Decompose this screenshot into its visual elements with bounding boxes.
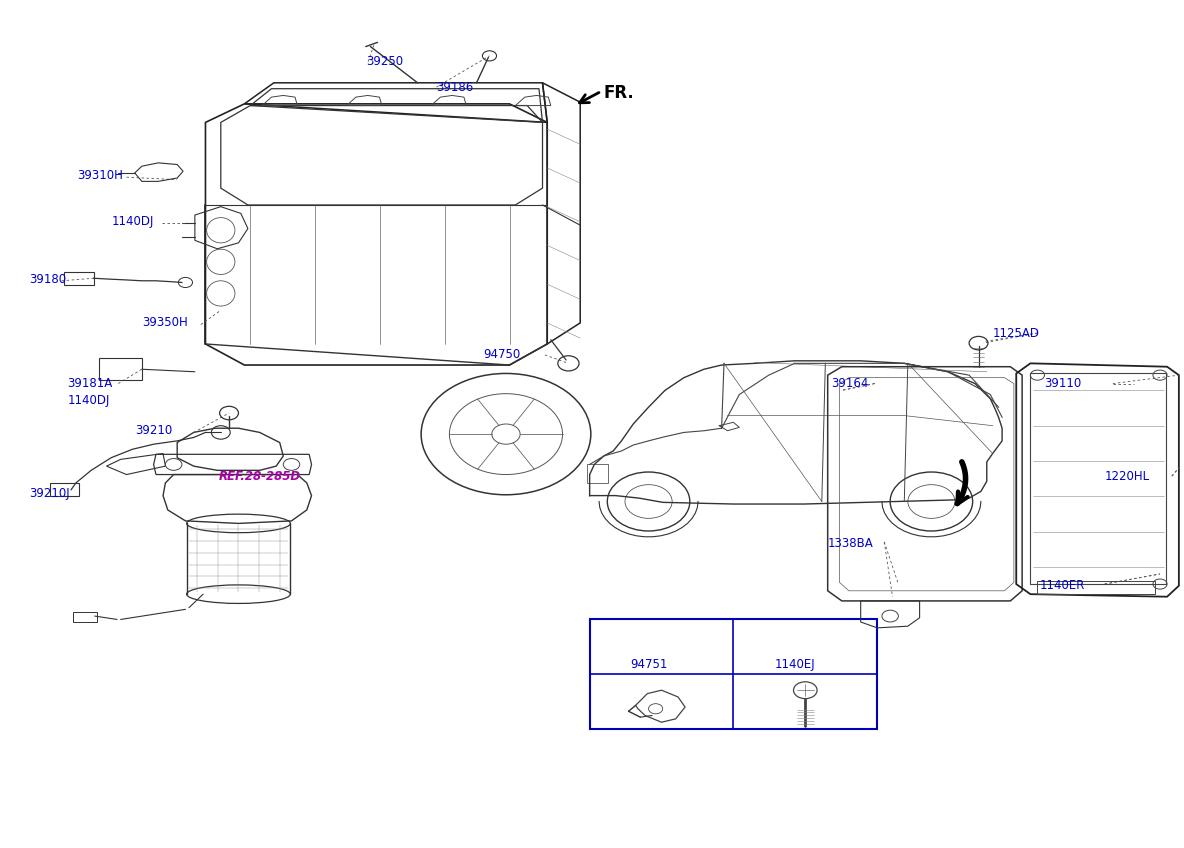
Text: FR.: FR. (604, 84, 635, 102)
Text: 94751: 94751 (630, 657, 668, 671)
Text: 1140EJ: 1140EJ (774, 657, 815, 671)
Text: REF.28-285D: REF.28-285D (218, 470, 301, 483)
Bar (590, 619, 877, 729)
Text: 1125AD: 1125AD (992, 326, 1040, 339)
Text: 39110: 39110 (1044, 377, 1082, 390)
Text: 39180: 39180 (28, 272, 66, 286)
Text: 39181A: 39181A (67, 377, 112, 390)
Text: 1140ER: 1140ER (1040, 579, 1086, 592)
Text: 39164: 39164 (831, 377, 869, 390)
Bar (64, 271, 94, 285)
Bar (587, 465, 609, 483)
Bar (73, 612, 97, 622)
Text: 39210J: 39210J (28, 487, 70, 499)
Text: 1220HL: 1220HL (1105, 470, 1150, 483)
Text: 39350H: 39350H (142, 316, 187, 329)
Text: 94750: 94750 (483, 349, 521, 361)
Bar (1037, 581, 1156, 594)
Text: 39310H: 39310H (77, 169, 123, 182)
Bar (99, 359, 142, 380)
Text: 39250: 39250 (366, 55, 403, 68)
Text: 39210: 39210 (135, 424, 172, 438)
Text: 39186: 39186 (437, 81, 474, 93)
Text: 1338BA: 1338BA (828, 537, 874, 550)
Text: 1140DJ: 1140DJ (111, 215, 154, 228)
Bar (1030, 373, 1166, 584)
Bar (50, 483, 79, 495)
Text: 1140DJ: 1140DJ (67, 394, 110, 407)
